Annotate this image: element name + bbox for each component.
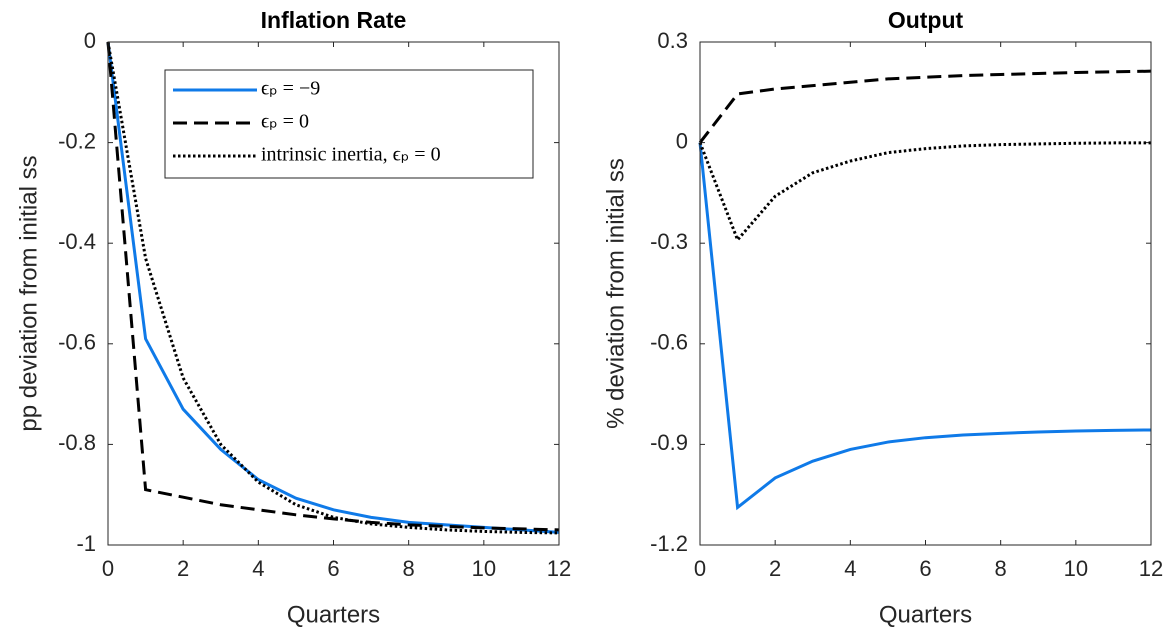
y-tick-label: -0.8 — [58, 430, 96, 455]
line-series — [698, 142, 1152, 511]
legend-label: ϵₚ = −9 — [261, 78, 320, 100]
line-series — [106, 41, 560, 535]
x-tick-label: 2 — [177, 556, 189, 581]
y-axis-label: pp deviation from initial ss — [15, 155, 42, 431]
x-tick-label: 12 — [547, 556, 571, 581]
x-tick-label: 4 — [252, 556, 264, 581]
y-tick-label: 0.3 — [657, 28, 688, 53]
line-series — [698, 141, 1151, 243]
y-tick-label: -0.4 — [58, 229, 96, 254]
axes-box — [107, 41, 560, 546]
y-tick-label: -0.3 — [650, 229, 688, 254]
x-tick-label: 8 — [403, 556, 415, 581]
legend: ϵₚ = −9 ϵₚ = 0 intrinsic inertia, ϵₚ = 0 — [164, 69, 534, 179]
legend-label: intrinsic inertia, ϵₚ = 0 — [261, 144, 441, 166]
x-tick-label: 12 — [1139, 556, 1163, 581]
y-tick-label: -0.6 — [650, 330, 688, 355]
legend-label: ϵₚ = 0 — [261, 111, 309, 133]
y-tick-label: 0 — [84, 28, 96, 53]
x-tick-label: 2 — [769, 556, 781, 581]
y-tick-label: -0.9 — [650, 430, 688, 455]
x-tick-label: 6 — [327, 556, 339, 581]
chart-title: Inflation Rate — [261, 7, 407, 33]
x-tick-label: 6 — [919, 556, 931, 581]
y-tick-label: -0.6 — [58, 330, 96, 355]
x-tick-label: 8 — [995, 556, 1007, 581]
x-tick-label: 10 — [472, 556, 496, 581]
y-axis-label: % deviation from initial ss — [602, 158, 629, 429]
x-tick-label: 10 — [1064, 556, 1088, 581]
y-tick-label: -1 — [76, 531, 96, 556]
x-tick-label: 0 — [694, 556, 706, 581]
y-tick-label: -0.2 — [58, 128, 96, 153]
y-tick-label: 0 — [676, 128, 688, 153]
line-series — [698, 69, 1152, 144]
x-axis-label: Quarters — [287, 601, 380, 628]
x-tick-label: 0 — [102, 556, 114, 581]
x-axis-label: Quarters — [879, 601, 972, 628]
x-tick-label: 4 — [844, 556, 856, 581]
y-tick-label: -1.2 — [650, 531, 688, 556]
chart-title: Output — [888, 7, 964, 33]
axes-box — [699, 41, 1152, 546]
line-series — [106, 41, 560, 532]
